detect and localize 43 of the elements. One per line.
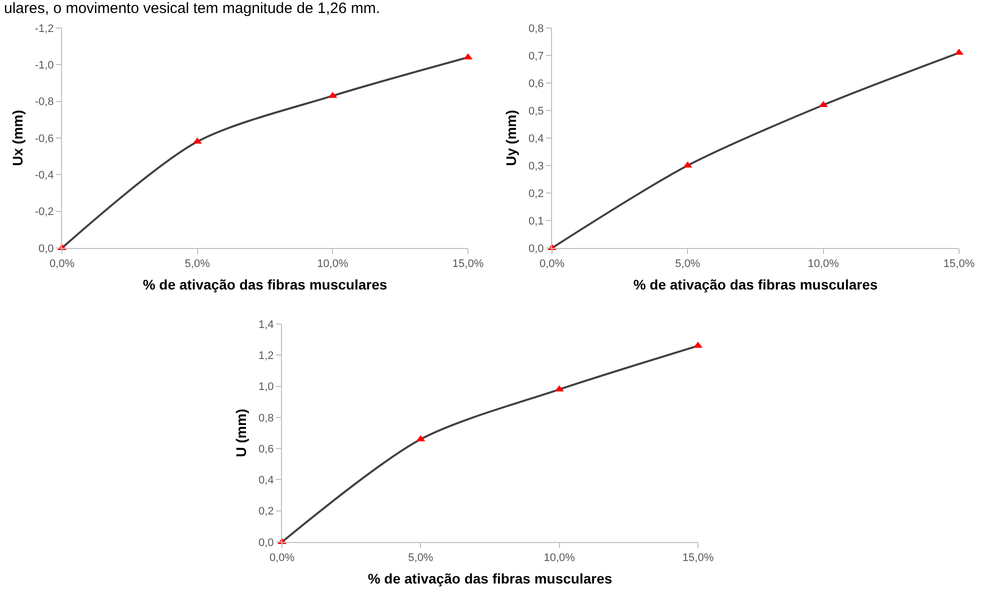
y-tick-label: 1,2 (258, 350, 274, 362)
y-axis-title: Ux (mm) (9, 110, 26, 166)
x-tick-label: 15,0% (452, 258, 484, 270)
x-tick-label: 0,0% (269, 552, 295, 564)
y-tick-label: 1,4 (258, 318, 274, 331)
x-tick-label: 15,0% (682, 552, 714, 564)
y-tick-label: 0,4 (528, 132, 544, 145)
x-tick-label: 5,0% (675, 258, 700, 270)
y-tick-label: 0,1 (528, 215, 544, 228)
y-tick-label: 1,0 (258, 381, 274, 394)
text: ulares, o movimento vesical tem magnitude de 1,26 mm. (4, 0, 380, 17)
y-axis-title: U (mm) (233, 408, 250, 458)
x-tick-label: 15,0% (943, 258, 975, 270)
y-axis-title: Uy (mm) (503, 110, 520, 166)
x-axis-title: % de ativação das fibras musculares (142, 276, 388, 292)
x-tick-label: 10,0% (808, 258, 840, 270)
y-tick-label: 0,4 (258, 474, 274, 487)
x-tick-label: 5,0% (184, 258, 210, 270)
y-tick-label: 0,7 (528, 50, 544, 62)
y-tick-label: 0,0 (38, 242, 54, 255)
y-tick-label: 0,8 (258, 412, 274, 424)
x-tick-label: 0,0% (49, 258, 75, 270)
x-tick-label: 0,0% (539, 258, 565, 270)
y-tick-label: -0,2 (34, 206, 54, 218)
y-tick-label: -1,2 (34, 22, 54, 35)
x-axis-title: % de ativação das fibras musculares (633, 276, 878, 292)
y-tick-label: -0,6 (34, 132, 54, 145)
y-tick-label: 0,5 (528, 105, 544, 118)
x-tick-label: 10,0% (544, 552, 576, 564)
y-tick-label: -1,0 (34, 60, 54, 72)
y-tick-label: 0,6 (528, 78, 544, 90)
x-tick-label: 10,0% (317, 258, 348, 270)
y-tick-label: 0,6 (258, 443, 274, 456)
y-tick-label: 0,3 (528, 160, 544, 172)
y-tick-label: 0,2 (528, 188, 544, 200)
y-tick-label: 0,2 (258, 506, 274, 518)
x-tick-label: 5,0% (408, 552, 434, 564)
y-tick-label: -0,4 (34, 170, 54, 182)
y-tick-label: 0,0 (258, 536, 274, 549)
y-tick-label: 0,0 (528, 242, 544, 255)
y-tick-label: -0,8 (34, 96, 54, 108)
y-tick-label: 0,8 (528, 22, 544, 35)
x-axis-title: % de ativação das fibras musculares (368, 570, 612, 586)
